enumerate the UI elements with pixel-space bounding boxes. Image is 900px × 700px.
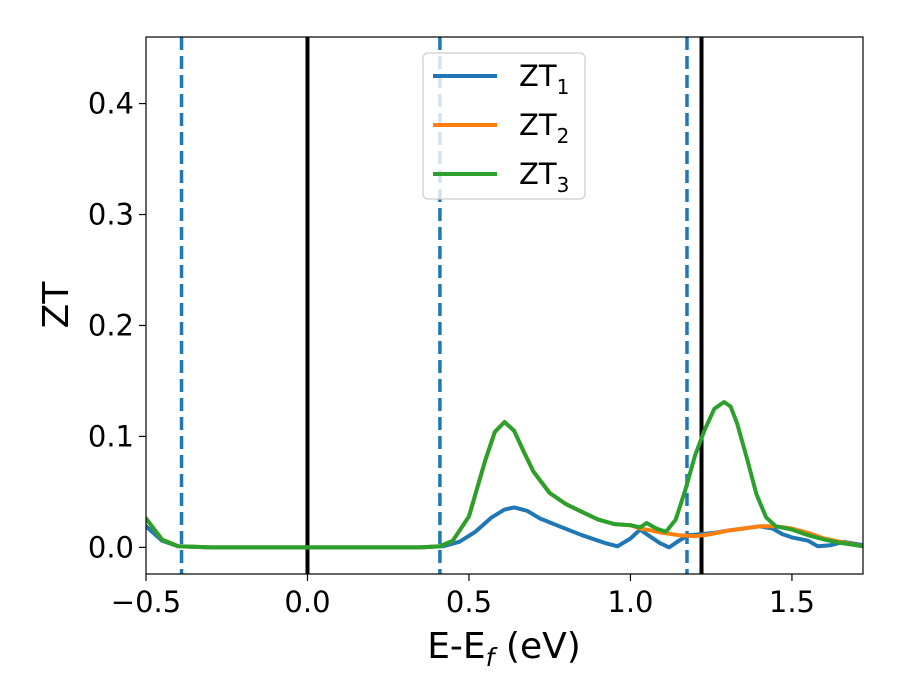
- legend-box: [422, 52, 586, 200]
- y-axis-ticks: 0.0 0.1 0.2 0.3 0.4: [88, 87, 146, 564]
- x-tick-label: 0.5: [446, 585, 492, 619]
- y-tick-label: 0.0: [88, 530, 134, 564]
- plot-frame: [145, 36, 864, 575]
- x-tick-label: 1.0: [607, 585, 653, 619]
- x-tick-label: 0.0: [284, 585, 330, 619]
- series-lines: [146, 400, 863, 550]
- x-axis-label: E-Ef (eV): [427, 626, 581, 672]
- y-tick-label: 0.3: [88, 198, 134, 232]
- x-axis-ticks: −0.5 0.0 0.5 1.0 1.5: [111, 574, 815, 619]
- y-axis-label: ZT: [36, 281, 77, 329]
- y-tick-label: 0.2: [88, 308, 134, 342]
- x-tick-label: −0.5: [111, 585, 181, 619]
- x-tick-label: 1.5: [769, 585, 815, 619]
- legend-label-2: ZT2: [519, 108, 569, 148]
- legend-label-1: ZT1: [519, 59, 569, 99]
- legend-label-3: ZT3: [519, 157, 569, 197]
- y-tick-label: 0.4: [88, 87, 134, 121]
- vertical-reference-lines: [179, 37, 704, 574]
- series-line-3: [146, 400, 863, 550]
- legend: ZT1 ZT2 ZT3: [422, 52, 586, 200]
- y-tick-label: 0.1: [88, 419, 134, 453]
